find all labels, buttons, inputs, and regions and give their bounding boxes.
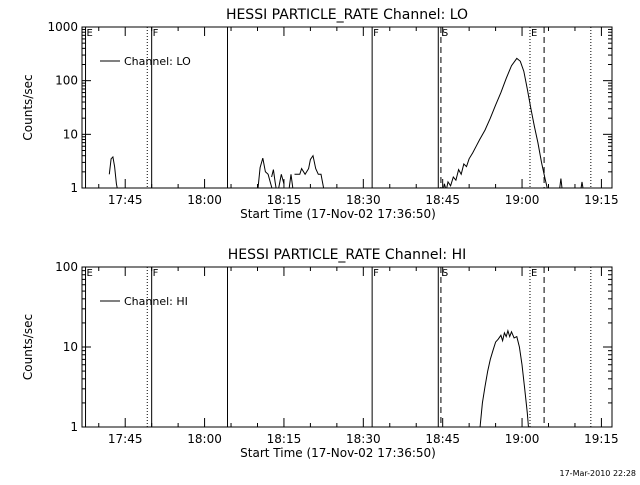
x-tick-label: 19:15	[584, 193, 619, 207]
y-axis-label: Counts/sec	[21, 74, 35, 140]
x-axis-label: Start Time (17-Nov-02 17:36:50)	[240, 207, 436, 221]
chart-title: HESSI PARTICLE_RATE Channel: LO	[226, 7, 468, 23]
event-marker-label: F	[153, 268, 159, 279]
legend-label: Channel: HI	[124, 295, 188, 308]
x-tick-label: 19:00	[505, 193, 540, 207]
event-marker-label: E	[87, 28, 93, 39]
x-tick-label: 19:00	[505, 432, 540, 446]
data-series-line	[443, 57, 548, 188]
y-axis-label: Counts/sec	[21, 314, 35, 380]
x-tick-label: 18:30	[346, 193, 381, 207]
event-marker-label: S	[442, 268, 448, 279]
x-tick-label: 18:45	[425, 193, 460, 207]
x-tick-label: 19:15	[584, 432, 619, 446]
event-marker-label: E	[531, 28, 537, 39]
event-marker-label: E	[531, 268, 537, 279]
event-marker-label: E	[87, 268, 93, 279]
event-marker-label: F	[373, 28, 379, 39]
x-tick-label: 18:30	[346, 432, 381, 446]
y-tick-label: 1	[70, 181, 78, 195]
chart-panel-2: HESSI PARTICLE_RATE Channel: HI 1 10 100 Cou…	[21, 247, 619, 460]
y-tick-label: 1000	[47, 20, 78, 34]
chart-panel-1: HESSI PARTICLE_RATE Channel: LO 1 10 100 100…	[21, 7, 619, 221]
plot-frame	[81, 266, 613, 428]
y-tick-label: 10	[63, 340, 78, 354]
x-tick-label: 17:45	[108, 193, 143, 207]
event-marker-label: F	[373, 268, 379, 279]
x-axis-label: Start Time (17-Nov-02 17:36:50)	[240, 446, 436, 460]
x-tick-label: 18:45	[425, 432, 460, 446]
data-series-line	[278, 174, 285, 188]
x-tick-label: 18:15	[267, 432, 302, 446]
data-series-line	[479, 328, 529, 427]
data-series-line	[257, 157, 273, 188]
y-tick-label: 100	[55, 74, 78, 88]
x-tick-label: 18:00	[187, 432, 222, 446]
y-tick-label: 100	[55, 260, 78, 274]
legend-label: Channel: LO	[124, 55, 191, 68]
x-tick-label: 18:00	[187, 193, 222, 207]
data-series-line	[108, 155, 118, 188]
event-marker-label: F	[153, 28, 159, 39]
y-tick-label: 1	[70, 420, 78, 434]
chart-title: HESSI PARTICLE_RATE Channel: HI	[228, 247, 466, 263]
data-series-line	[288, 174, 294, 188]
y-tick-label: 10	[63, 127, 78, 141]
data-series-line	[559, 178, 563, 188]
data-series-line	[294, 154, 325, 188]
x-tick-label: 18:15	[267, 193, 302, 207]
data-series-line	[271, 169, 277, 188]
x-tick-label: 17:45	[108, 432, 143, 446]
plot-frame	[81, 26, 613, 189]
event-marker-label: S	[442, 28, 448, 39]
plot-timestamp: 17-Mar-2010 22:28	[559, 469, 637, 478]
data-series-line	[580, 181, 584, 188]
